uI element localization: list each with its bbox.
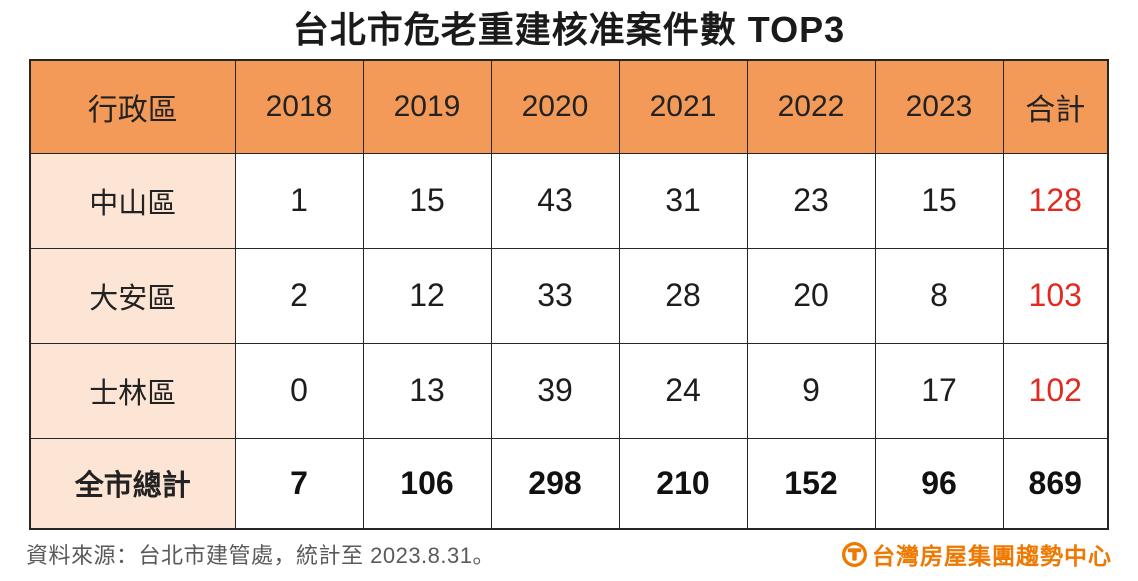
region-cell: 大安區	[29, 247, 236, 344]
value-cell-2023: 15	[874, 152, 1004, 249]
header-2018: 2018	[234, 59, 364, 154]
page-title: 台北市危老重建核准案件數 TOP3	[292, 9, 846, 50]
value-cell-2020: 39	[490, 342, 620, 439]
value-cell-2018: 1	[234, 152, 364, 249]
table-row-shilin: 士林區 0 13 39 24 9 17 102	[29, 342, 1109, 439]
row-total-cell: 103	[1002, 247, 1109, 344]
value-cell-2019: 12	[362, 247, 492, 344]
header-district: 行政區	[29, 59, 236, 154]
grand-total-cell: 869	[1002, 437, 1109, 530]
value-cell-2018: 2	[234, 247, 364, 344]
value-cell-2018: 0	[234, 342, 364, 439]
value-cell-2022: 23	[746, 152, 876, 249]
row-total-cell: 128	[1002, 152, 1109, 249]
value-cell-2019: 15	[362, 152, 492, 249]
table-row-daan: 大安區 2 12 33 28 20 8 103	[29, 247, 1109, 344]
footer: 資料來源：台北市建管處，統計至 2023.8.31。 台灣房屋集團趨勢中心	[26, 537, 1112, 571]
value-cell-2020: 43	[490, 152, 620, 249]
value-cell-2021: 31	[618, 152, 748, 249]
row-total-cell: 102	[1002, 342, 1109, 439]
value-cell-2019: 106	[362, 437, 492, 530]
value-cell-2022: 152	[746, 437, 876, 530]
header-2022: 2022	[746, 59, 876, 154]
table-header-row: 行政區 2018 2019 2020 2021 2022 2023 合計	[29, 59, 1109, 154]
value-cell-2020: 33	[490, 247, 620, 344]
header-2021: 2021	[618, 59, 748, 154]
table-row-citywide-total: 全市總計 7 106 298 210 152 96 869	[29, 437, 1109, 530]
region-cell: 全市總計	[29, 437, 236, 530]
region-cell: 士林區	[29, 342, 236, 439]
value-cell-2020: 298	[490, 437, 620, 530]
header-2020: 2020	[490, 59, 620, 154]
table-row-zhongshan: 中山區 1 15 43 31 23 15 128	[29, 152, 1109, 249]
value-cell-2021: 24	[618, 342, 748, 439]
value-cell-2019: 13	[362, 342, 492, 439]
approval-cases-table: 行政區 2018 2019 2020 2021 2022 2023 合計 中山區…	[29, 59, 1109, 531]
taiwan-housing-circle-t-icon	[841, 541, 868, 568]
value-cell-2022: 9	[746, 342, 876, 439]
value-cell-2023: 96	[874, 437, 1004, 530]
logo-text: 台灣房屋集團趨勢中心	[872, 543, 1112, 570]
value-cell-2021: 28	[618, 247, 748, 344]
value-cell-2023: 8	[874, 247, 1004, 344]
header-total: 合計	[1002, 59, 1109, 154]
taiwan-housing-logo: 台灣房屋集團趨勢中心	[841, 537, 1112, 571]
source-note: 資料來源：台北市建管處，統計至 2023.8.31。	[26, 543, 495, 569]
header-2019: 2019	[362, 59, 492, 154]
value-cell-2018: 7	[234, 437, 364, 530]
value-cell-2023: 17	[874, 342, 1004, 439]
region-cell: 中山區	[29, 152, 236, 249]
value-cell-2022: 20	[746, 247, 876, 344]
value-cell-2021: 210	[618, 437, 748, 530]
header-2023: 2023	[874, 59, 1004, 154]
